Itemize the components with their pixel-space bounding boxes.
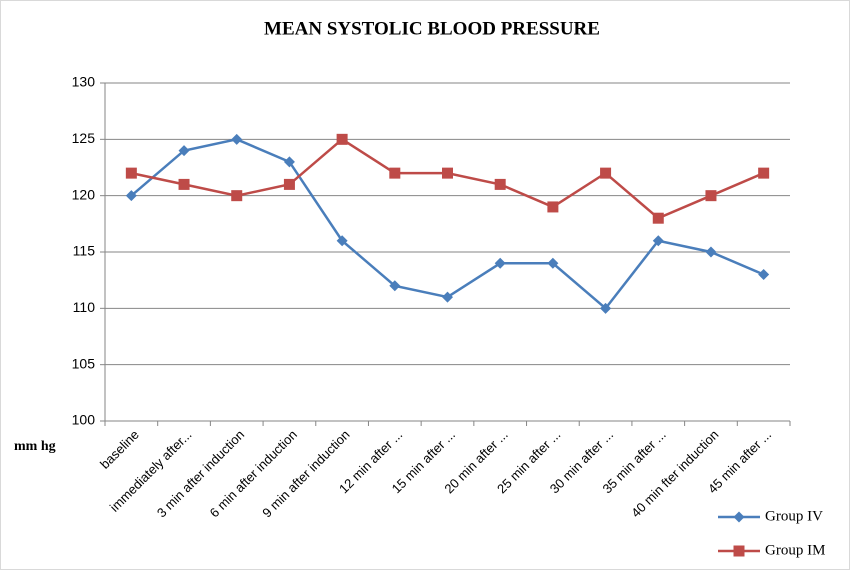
y-tick-label: 105 bbox=[72, 355, 96, 371]
y-tick-label: 120 bbox=[72, 186, 96, 202]
y-tick-label: 110 bbox=[73, 299, 96, 315]
point-marker bbox=[494, 257, 506, 269]
point-marker bbox=[705, 246, 717, 258]
point-marker bbox=[178, 145, 190, 157]
point-marker bbox=[336, 235, 348, 247]
point-marker bbox=[494, 178, 506, 190]
legend-label: Group IM bbox=[765, 542, 825, 558]
y-tick-label: 100 bbox=[72, 412, 96, 428]
point-marker bbox=[389, 167, 401, 179]
chart-title: MEAN SYSTOLIC BLOOD PRESSURE bbox=[264, 18, 600, 39]
y-axis-label: mm hg bbox=[14, 439, 56, 454]
legend-label: Group IV bbox=[765, 508, 823, 524]
point-marker bbox=[547, 201, 559, 213]
point-marker bbox=[758, 269, 770, 281]
legend-marker bbox=[733, 545, 745, 557]
point-marker bbox=[652, 235, 664, 247]
point-marker bbox=[283, 156, 295, 168]
point-marker bbox=[600, 167, 612, 179]
point-marker bbox=[125, 167, 137, 179]
y-tick-label: 130 bbox=[72, 74, 96, 90]
point-marker bbox=[178, 178, 190, 190]
point-marker bbox=[389, 280, 401, 292]
point-marker bbox=[705, 190, 717, 202]
point-marker bbox=[231, 133, 243, 145]
legend-marker bbox=[733, 511, 745, 523]
point-marker bbox=[442, 167, 453, 179]
point-marker bbox=[231, 190, 243, 202]
point-marker bbox=[758, 167, 770, 179]
point-marker bbox=[652, 212, 664, 224]
point-marker bbox=[547, 257, 559, 269]
y-tick-label: 115 bbox=[73, 243, 96, 259]
point-marker bbox=[283, 178, 295, 190]
point-marker bbox=[336, 133, 348, 145]
point-marker bbox=[600, 302, 612, 314]
point-marker bbox=[125, 190, 137, 202]
y-tick-label: 125 bbox=[72, 130, 96, 146]
point-marker bbox=[442, 291, 453, 303]
